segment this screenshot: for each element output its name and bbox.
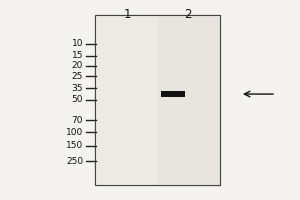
Bar	[161, 91, 185, 97]
Text: 15: 15	[71, 51, 83, 60]
Text: 1: 1	[123, 8, 131, 21]
Text: 10: 10	[71, 39, 83, 48]
Text: 25: 25	[72, 72, 83, 81]
Text: 20: 20	[72, 62, 83, 71]
Bar	[95, 15, 220, 185]
Text: 70: 70	[71, 116, 83, 125]
Text: 2: 2	[184, 8, 192, 21]
Text: 100: 100	[66, 128, 83, 137]
Text: 35: 35	[71, 84, 83, 93]
Bar	[95, 15, 220, 185]
Bar	[95, 15, 157, 185]
Text: 50: 50	[71, 96, 83, 104]
Text: 150: 150	[66, 141, 83, 150]
Text: 250: 250	[66, 157, 83, 166]
Bar	[157, 15, 220, 185]
